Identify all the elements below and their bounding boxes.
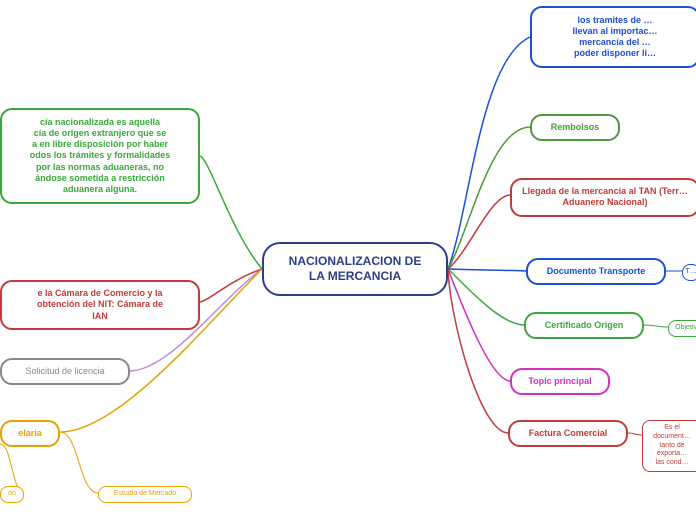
node-llegada: Llegada de la mercancía al TAN (Terr… Ad…: [510, 178, 696, 217]
node-elaria: elaria: [0, 420, 60, 447]
node-certorig: Certificado Origen: [524, 312, 644, 339]
node-licencia: Solicitud de licencia: [0, 358, 130, 385]
tiny-objetivo: Objetivo: [668, 320, 696, 337]
node-doctrans: Documento Transporte: [526, 258, 666, 285]
tiny-ion: ón: [0, 486, 24, 503]
node-rembolsos: Rembolsos: [530, 114, 620, 141]
tiny-t1: T…: [682, 264, 696, 281]
tiny-facdesc: Es el document…tanto de exporta…las cond…: [642, 420, 696, 472]
node-tramites: los tramites de …llevan al importac…merc…: [530, 6, 696, 68]
node-camara: e la Cámara de Comercio y laobtención de…: [0, 280, 200, 330]
node-topic: Topic principal: [510, 368, 610, 395]
center-node: NACIONALIZACION DE LA MERCANCIA: [262, 242, 448, 296]
node-desc: cía nacionalizada es aquellacía de orige…: [0, 108, 200, 204]
node-factura: Factura Comercial: [508, 420, 628, 447]
tiny-estudio: Estudio de Mercado: [98, 486, 192, 503]
